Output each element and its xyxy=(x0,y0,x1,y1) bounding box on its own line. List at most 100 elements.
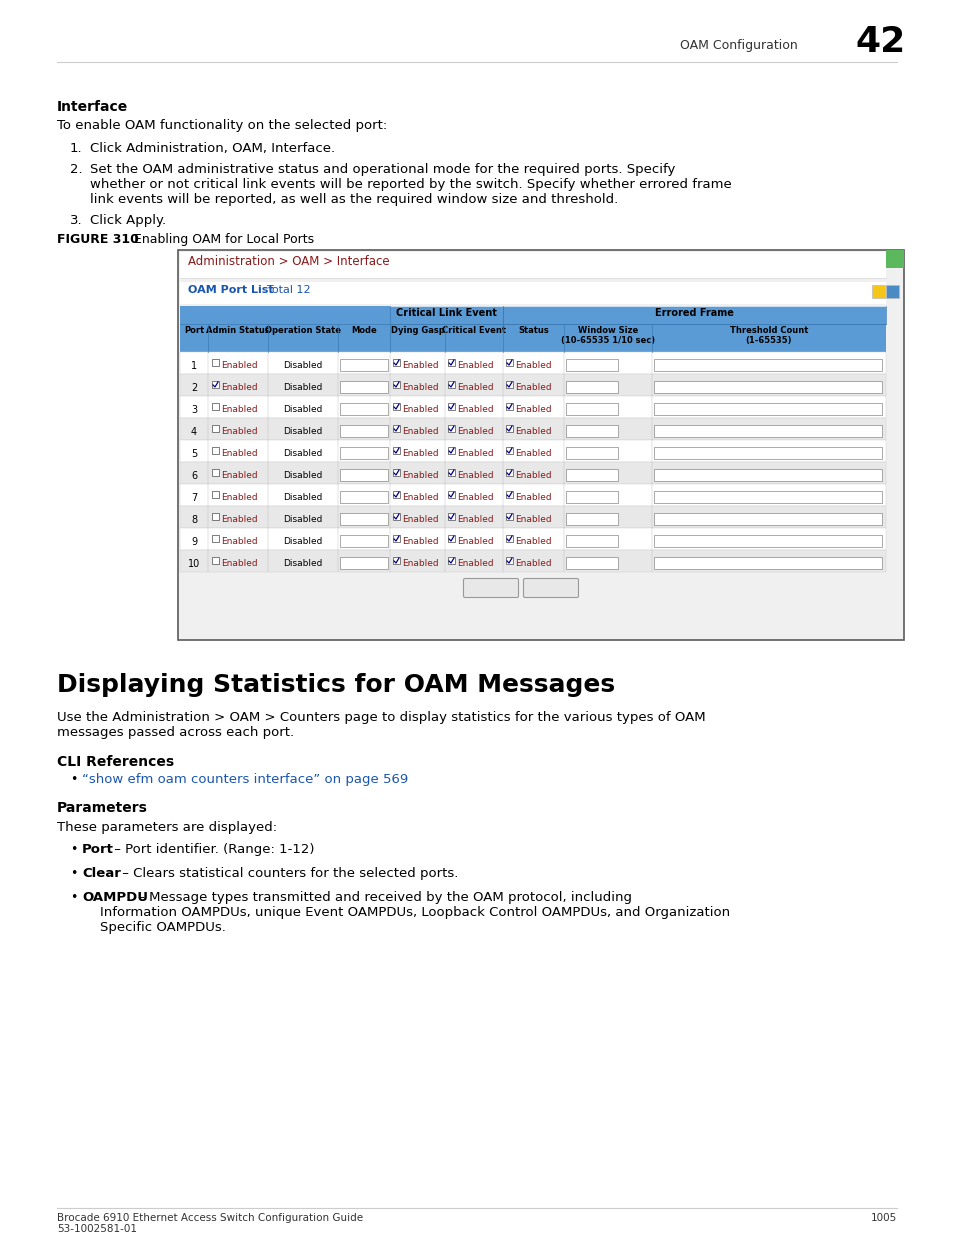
Bar xyxy=(212,492,219,498)
Bar xyxy=(871,285,884,298)
Text: Enabled: Enabled xyxy=(515,405,551,414)
Text: 1: 1 xyxy=(657,471,662,480)
Text: Revert: Revert xyxy=(532,580,569,592)
Text: 10: 10 xyxy=(568,515,579,524)
Bar xyxy=(565,425,618,437)
Bar xyxy=(448,492,455,498)
Text: Enabled: Enabled xyxy=(221,361,257,370)
Text: Admin Status: Admin Status xyxy=(206,326,270,335)
Bar xyxy=(212,403,219,410)
Text: Enabled: Enabled xyxy=(221,405,257,414)
Text: 1: 1 xyxy=(657,559,662,568)
Text: Enabled: Enabled xyxy=(221,450,257,458)
Text: 2.: 2. xyxy=(70,163,83,177)
Text: Enabling OAM for Local Ports: Enabling OAM for Local Ports xyxy=(122,233,314,246)
Bar xyxy=(393,492,399,498)
Text: Set the OAM administrative status and operational mode for the required ports. S: Set the OAM administrative status and op… xyxy=(90,163,675,177)
Text: 1: 1 xyxy=(657,515,662,524)
Bar xyxy=(339,557,388,569)
Bar xyxy=(505,447,513,454)
Bar xyxy=(565,513,618,525)
Bar xyxy=(654,403,882,415)
Bar xyxy=(393,425,399,432)
Text: •: • xyxy=(70,773,77,785)
Bar xyxy=(654,469,882,480)
Bar xyxy=(339,469,388,480)
Bar xyxy=(212,513,219,520)
Text: 3.: 3. xyxy=(70,214,83,227)
Text: 10: 10 xyxy=(568,493,579,501)
Bar xyxy=(505,557,513,564)
Text: OAM Port List: OAM Port List xyxy=(188,285,274,295)
Bar xyxy=(654,359,882,370)
Text: Interface: Interface xyxy=(57,100,128,114)
Text: Enabled: Enabled xyxy=(401,493,438,501)
Text: Click Administration, OAM, Interface.: Click Administration, OAM, Interface. xyxy=(90,142,335,156)
Text: •: • xyxy=(70,890,77,904)
Text: Enabled: Enabled xyxy=(456,559,493,568)
Text: Mode: Mode xyxy=(351,326,376,335)
Bar xyxy=(505,382,513,388)
Text: Use the Administration > OAM > Counters page to display statistics for the vario: Use the Administration > OAM > Counters … xyxy=(57,711,705,724)
Text: Enabled: Enabled xyxy=(456,515,493,524)
Text: Active: Active xyxy=(343,427,369,436)
Text: 3: 3 xyxy=(191,405,197,415)
Text: 1: 1 xyxy=(875,287,881,296)
Text: 1005: 1005 xyxy=(870,1213,896,1223)
Text: 7: 7 xyxy=(191,493,197,503)
Bar xyxy=(448,469,455,475)
Text: 10: 10 xyxy=(568,405,579,414)
Bar xyxy=(393,403,399,410)
Text: 1: 1 xyxy=(657,361,662,370)
Bar xyxy=(885,249,903,268)
Text: whether or not critical link events will be reported by the switch. Specify whet: whether or not critical link events will… xyxy=(90,178,731,191)
Text: ▼: ▼ xyxy=(381,559,386,564)
Text: Enabled: Enabled xyxy=(456,361,493,370)
Bar xyxy=(448,557,455,564)
Bar xyxy=(393,447,399,454)
Text: Enabled: Enabled xyxy=(515,450,551,458)
Bar xyxy=(180,440,885,462)
Bar xyxy=(448,382,455,388)
Text: ▼: ▼ xyxy=(381,515,386,520)
Text: Enabled: Enabled xyxy=(401,515,438,524)
Text: – Port identifier. (Range: 1-12): – Port identifier. (Range: 1-12) xyxy=(110,844,314,856)
Text: These parameters are displayed:: These parameters are displayed: xyxy=(57,821,276,834)
Text: Disabled: Disabled xyxy=(283,471,322,480)
Text: Disabled: Disabled xyxy=(283,383,322,391)
Text: Dying Gasp: Dying Gasp xyxy=(390,326,444,335)
Bar xyxy=(180,417,885,440)
Text: Enabled: Enabled xyxy=(456,471,493,480)
Text: 1.: 1. xyxy=(70,142,83,156)
Bar xyxy=(180,506,885,529)
Text: Active: Active xyxy=(343,493,369,501)
Bar xyxy=(339,492,388,503)
Bar xyxy=(212,469,219,475)
Bar xyxy=(448,359,455,366)
Bar xyxy=(393,535,399,542)
Bar xyxy=(654,513,882,525)
Text: 10: 10 xyxy=(188,559,200,569)
Bar xyxy=(505,469,513,475)
Bar xyxy=(565,382,618,393)
Text: Enabled: Enabled xyxy=(221,493,257,501)
Text: Enabled: Enabled xyxy=(401,383,438,391)
Text: 1: 1 xyxy=(657,427,662,436)
Bar xyxy=(565,469,618,480)
Bar xyxy=(448,425,455,432)
Text: Enabled: Enabled xyxy=(456,450,493,458)
Text: – Clears statistical counters for the selected ports.: – Clears statistical counters for the se… xyxy=(118,867,457,881)
Bar xyxy=(339,513,388,525)
FancyBboxPatch shape xyxy=(523,578,578,598)
Text: 10: 10 xyxy=(568,471,579,480)
Text: 1: 1 xyxy=(657,493,662,501)
Text: 8: 8 xyxy=(191,515,197,525)
Text: ▼: ▼ xyxy=(381,537,386,542)
Text: Enabled: Enabled xyxy=(456,427,493,436)
Text: Enabled: Enabled xyxy=(401,450,438,458)
Bar xyxy=(180,306,885,324)
Text: 5: 5 xyxy=(191,450,197,459)
Text: 10: 10 xyxy=(568,383,579,391)
Text: Enabled: Enabled xyxy=(221,471,257,480)
Bar xyxy=(339,425,388,437)
